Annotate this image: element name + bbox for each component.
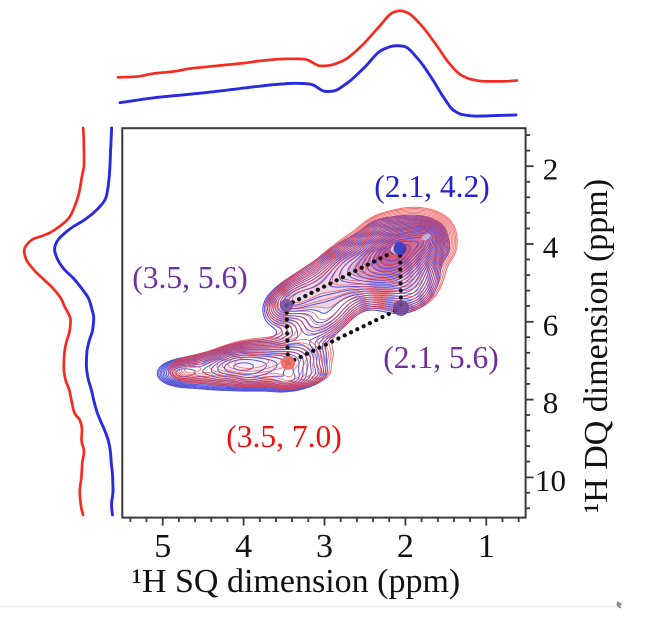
- svg-text:(3.5, 5.6): (3.5, 5.6): [132, 260, 247, 295]
- svg-text:4: 4: [235, 528, 252, 565]
- svg-text:5: 5: [154, 528, 171, 565]
- svg-text:2: 2: [543, 152, 559, 187]
- svg-text:¹H SQ dimension (ppm): ¹H SQ dimension (ppm): [132, 563, 460, 600]
- svg-text:2: 2: [397, 528, 414, 565]
- svg-text:1: 1: [478, 528, 495, 565]
- svg-text:(2.1, 5.6): (2.1, 5.6): [383, 340, 498, 375]
- svg-text:3: 3: [316, 528, 333, 565]
- svg-text:8: 8: [543, 385, 559, 420]
- svg-text:10: 10: [535, 463, 566, 498]
- svg-text:(2.1, 4.2): (2.1, 4.2): [374, 169, 489, 204]
- svg-text:(3.5, 7.0): (3.5, 7.0): [226, 419, 341, 454]
- svg-text:6: 6: [543, 307, 559, 342]
- svg-text:4: 4: [543, 230, 559, 265]
- svg-text:¹H DQ dimension (ppm): ¹H DQ dimension (ppm): [578, 179, 615, 513]
